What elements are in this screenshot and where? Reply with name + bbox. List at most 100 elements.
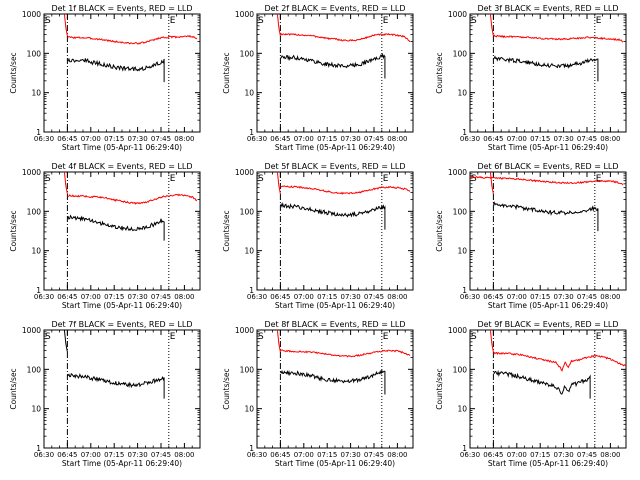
startup-spike: [276, 171, 281, 195]
panel-title: Det 4f BLACK = Events, RED = LLD: [51, 162, 192, 171]
x-tick-label: 07:00: [294, 293, 314, 301]
marker-label: E: [383, 174, 389, 184]
y-tick-label: 10: [457, 89, 467, 98]
y-tick-label: 10: [457, 247, 467, 256]
panel-1: Det 1f BLACK = Events, RED = LLD 1 10 100 10…: [9, 4, 201, 152]
y-tick-label: 100: [240, 207, 255, 216]
series-events: [67, 372, 165, 399]
x-tick-label: 08:00: [600, 293, 620, 301]
series-lld: [493, 34, 624, 43]
x-tick-label: 06:30: [460, 135, 480, 143]
y-tick-label: 100: [240, 49, 255, 58]
x-axis-label: Start Time (05-Apr-11 06:29:40): [488, 301, 608, 310]
y-tick-label: 100: [27, 207, 42, 216]
y-tick-label: 1: [36, 128, 41, 137]
panel-title: Det 1f BLACK = Events, RED = LLD: [51, 4, 192, 13]
x-axis-label: Start Time (05-Apr-11 06:29:40): [275, 301, 395, 310]
y-tick-label: 1: [249, 128, 254, 137]
y-axis-label: Counts/sec: [435, 368, 444, 409]
y-axis-label: Counts/sec: [222, 210, 231, 251]
startup-spike: [276, 13, 281, 37]
x-tick-label: 06:30: [247, 135, 267, 143]
x-tick-label: 07:00: [294, 135, 314, 143]
x-tick-label: 07:45: [364, 135, 384, 143]
x-tick-label: 06:30: [247, 451, 267, 459]
y-tick-label: 10: [31, 247, 41, 256]
x-tick-label: 08:00: [174, 293, 194, 301]
x-tick-label: 07:45: [364, 451, 384, 459]
x-axis-label: Start Time (05-Apr-11 06:29:40): [62, 301, 182, 310]
y-tick-label: 1: [36, 286, 41, 295]
marker-label: E: [596, 332, 602, 342]
x-tick-label: 08:00: [387, 293, 407, 301]
x-tick-label: 06:45: [483, 451, 503, 459]
x-tick-label: 07:30: [128, 293, 148, 301]
panel-title: Det 8f BLACK = Events, RED = LLD: [264, 320, 405, 329]
y-tick-label: 1: [462, 444, 467, 453]
x-tick-label: 07:45: [577, 135, 597, 143]
y-tick-label: 1000: [22, 326, 41, 335]
y-tick-label: 1000: [235, 168, 254, 177]
panel-6: Det 6f BLACK = Events, RED = LLD 1 10 100 10…: [435, 162, 627, 310]
x-tick-label: 07:30: [341, 135, 361, 143]
x-tick-label: 06:45: [483, 293, 503, 301]
y-tick-label: 10: [31, 89, 41, 98]
y-tick-label: 1: [36, 444, 41, 453]
y-tick-label: 1000: [448, 168, 467, 177]
y-tick-label: 10: [244, 89, 254, 98]
series-events: [280, 52, 386, 79]
y-tick-label: 1000: [235, 326, 254, 335]
x-tick-label: 08:00: [174, 451, 194, 459]
startup-spike: [63, 171, 68, 195]
panel-title: Det 3f BLACK = Events, RED = LLD: [477, 4, 618, 13]
series-events: [67, 57, 165, 83]
marker-label: S: [258, 174, 264, 184]
marker-label: E: [383, 16, 389, 26]
y-tick-label: 100: [453, 207, 468, 216]
x-tick-label: 06:45: [270, 293, 290, 301]
marker-label: E: [170, 332, 176, 342]
x-tick-label: 06:45: [270, 451, 290, 459]
x-tick-label: 06:30: [460, 451, 480, 459]
x-tick-label: 06:30: [460, 293, 480, 301]
x-tick-label: 06:30: [34, 451, 54, 459]
x-tick-label: 07:15: [317, 293, 337, 301]
x-tick-label: 07:30: [128, 451, 148, 459]
y-axis-label: Counts/sec: [222, 52, 231, 93]
x-axis-label: Start Time (05-Apr-11 06:29:40): [275, 459, 395, 468]
marker-label: S: [45, 332, 51, 342]
y-tick-label: 100: [453, 365, 468, 374]
x-tick-label: 07:15: [530, 135, 550, 143]
marker-label: E: [170, 174, 176, 184]
x-tick-label: 08:00: [600, 451, 620, 459]
y-tick-label: 1000: [448, 326, 467, 335]
x-tick-label: 07:15: [104, 451, 124, 459]
x-axis-label: Start Time (05-Apr-11 06:29:40): [62, 459, 182, 468]
x-tick-label: 06:45: [57, 293, 77, 301]
startup-spike: [489, 171, 494, 195]
panel-7: Det 7f BLACK = Events, RED = LLD 1 10 100 10…: [9, 320, 201, 468]
marker-label: E: [383, 332, 389, 342]
x-tick-label: 07:00: [507, 135, 527, 143]
y-tick-label: 10: [31, 405, 41, 414]
x-tick-label: 07:30: [128, 135, 148, 143]
x-tick-label: 07:00: [507, 293, 527, 301]
series-events: [493, 55, 599, 82]
x-axis-label: Start Time (05-Apr-11 06:29:40): [488, 143, 608, 152]
y-tick-label: 100: [27, 49, 42, 58]
y-axis-label: Counts/sec: [9, 368, 18, 409]
x-tick-label: 06:30: [247, 293, 267, 301]
y-axis-label: Counts/sec: [9, 52, 18, 93]
x-tick-label: 07:45: [364, 293, 384, 301]
panel-title: Det 5f BLACK = Events, RED = LLD: [264, 162, 405, 171]
x-tick-label: 07:15: [530, 451, 550, 459]
startup-spike: [63, 329, 68, 353]
series-lld: [67, 34, 198, 45]
x-tick-label: 06:30: [34, 135, 54, 143]
y-axis-label: Counts/sec: [9, 210, 18, 251]
x-tick-label: 08:00: [387, 135, 407, 143]
series-events: [66, 214, 165, 241]
x-tick-label: 08:00: [174, 135, 194, 143]
x-tick-label: 07:30: [341, 293, 361, 301]
x-tick-label: 07:15: [530, 293, 550, 301]
